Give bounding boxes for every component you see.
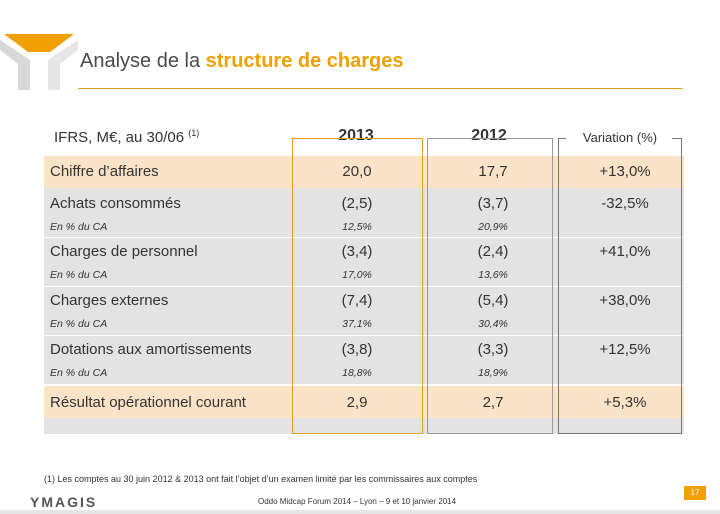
value-2013-achats: (2,5) <box>341 195 373 212</box>
column-frame-2013 <box>292 138 423 434</box>
value-2013: 20,0 <box>342 163 372 180</box>
footer-brand-logo: YMAGIS <box>30 494 98 510</box>
column-frame-variation <box>558 138 682 434</box>
value-2012-achats: (3,7) <box>477 195 509 212</box>
value-2012-externes: (5,4) <box>477 292 509 309</box>
row-divider <box>44 286 684 287</box>
row-label-dotations: Dotations aux amortissements <box>50 341 252 358</box>
percent-2012-achats: 20,9% <box>478 221 508 233</box>
page-title: Analyse de la structure de charges <box>80 50 404 72</box>
row-divider <box>44 335 684 336</box>
value-2012-dotations: (3,3) <box>477 341 509 358</box>
units-label: IFRS, M€, au 30/06 (1) <box>54 128 200 146</box>
row-sublabel-dotations: En % du CA <box>50 367 108 379</box>
row-sublabel-achats: En % du CA <box>50 221 108 233</box>
value-2013: 2,9 <box>346 394 368 411</box>
value-2013-externes: (7,4) <box>341 292 373 309</box>
row-label-personnel: Charges de personnel <box>50 243 198 260</box>
percent-2013-dotations: 18,8% <box>342 367 372 379</box>
column-header-variation: Variation (%) <box>582 130 658 145</box>
page-number: 17 <box>684 486 706 500</box>
row-sublabel-externes: En % du CA <box>50 318 108 330</box>
title-divider <box>78 88 683 89</box>
row-label: Résultat opérationnel courant <box>50 394 246 411</box>
table-row-resultat: Résultat opérationnel courant 2,9 2,7 +5… <box>44 386 684 418</box>
footer-event-text: Oddo Midcap Forum 2014 – Lyon – 9 et 10 … <box>258 497 457 506</box>
column-header-2013: 2013 <box>338 127 374 144</box>
value-variation: +13,0% <box>599 163 651 180</box>
value-2012: 2,7 <box>482 394 504 411</box>
table-body-grey: Achats consommés En % du CA (2,5) (3,7) … <box>44 188 684 384</box>
value-variation-dotations: +12,5% <box>599 341 651 358</box>
footnote: (1) Les comptes au 30 juin 2012 & 2013 o… <box>44 474 478 484</box>
row-divider <box>44 237 684 238</box>
ymagis-y-logo-icon <box>0 34 78 90</box>
value-2012: 17,7 <box>478 163 508 180</box>
row-label-externes: Charges externes <box>50 292 169 309</box>
row-label-achats: Achats consommés <box>50 195 181 212</box>
percent-2013-personnel: 17,0% <box>342 269 372 281</box>
percent-2012-externes: 30,4% <box>478 318 508 330</box>
row-label: Chiffre d’affaires <box>50 163 159 180</box>
value-variation-personnel: +41,0% <box>599 243 651 260</box>
column-header-2012: 2012 <box>471 127 507 144</box>
footer-rule <box>0 510 720 514</box>
percent-2013-externes: 37,1% <box>342 318 372 330</box>
row-sublabel-personnel: En % du CA <box>50 269 108 281</box>
value-2012-personnel: (2,4) <box>477 243 509 260</box>
value-2013-personnel: (3,4) <box>341 243 373 260</box>
table-footer-strip <box>44 418 684 434</box>
value-2013-dotations: (3,8) <box>341 341 373 358</box>
value-variation-externes: +38,0% <box>599 292 651 309</box>
header-line-var-left <box>558 138 566 139</box>
table-row-chiffre-affaires: Chiffre d’affaires 20,0 17,7 +13,0% <box>44 156 684 188</box>
percent-2012-personnel: 13,6% <box>478 269 508 281</box>
percent-2013-achats: 12,5% <box>342 221 372 233</box>
percent-2012-dotations: 18,9% <box>478 367 508 379</box>
column-frame-2012 <box>427 138 553 434</box>
value-variation-achats: -32,5% <box>601 195 649 212</box>
value-variation: +5,3% <box>603 394 647 411</box>
header-line-var-right <box>672 138 682 139</box>
